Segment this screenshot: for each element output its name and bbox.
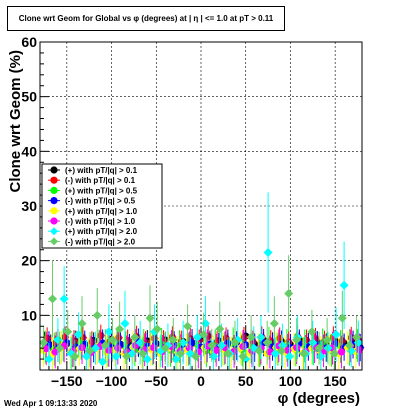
legend-label: (+) with pT/|q| > 0.1 <box>65 166 138 175</box>
data-point <box>355 346 363 354</box>
y-tick-label: 40 <box>21 143 37 159</box>
y-tick-label: 20 <box>21 253 37 269</box>
y-axis-title: Clone wrt Geom (%) <box>7 50 24 193</box>
data-point <box>322 335 332 345</box>
data-point <box>337 313 347 323</box>
data-point <box>215 324 225 334</box>
data-point <box>149 343 158 352</box>
y-tick-label: 50 <box>21 89 37 105</box>
data-point <box>352 332 362 342</box>
legend-label: (+) with pT/|q| > 1.0 <box>65 207 138 216</box>
data-point <box>277 340 287 350</box>
data-point <box>107 335 117 345</box>
data-point <box>70 351 80 361</box>
data-point <box>337 348 346 356</box>
data-point <box>284 288 294 298</box>
data-point <box>111 351 121 361</box>
data-point <box>207 340 217 350</box>
y-tick-label: 60 <box>21 34 37 50</box>
chart-title: Clone wrt Geom for Global vs φ (degrees)… <box>7 6 285 31</box>
data-point <box>168 335 178 345</box>
legend-label: (-) with pT/|q| > 0.1 <box>65 176 136 185</box>
data-point <box>55 343 65 353</box>
data-point <box>323 343 333 353</box>
x-axis-title: φ (degrees) <box>278 390 360 407</box>
data-point <box>339 280 349 290</box>
data-point <box>85 346 95 356</box>
data-point <box>63 327 73 337</box>
legend-label: (-) with pT/|q| > 1.0 <box>65 217 136 226</box>
legend-label: (+) with pT/|q| > 0.5 <box>65 186 138 195</box>
data-point <box>130 332 140 342</box>
legend: (+) with pT/|q| > 0.1(-) with pT/|q| > 0… <box>41 163 163 249</box>
data-point <box>285 351 295 361</box>
data-point <box>191 351 201 361</box>
data-point <box>223 349 233 359</box>
x-tick-label: −100 <box>96 373 128 389</box>
data-point <box>142 354 152 364</box>
x-tick-label: 150 <box>323 373 347 389</box>
data-point <box>152 324 162 334</box>
data-point <box>299 349 309 359</box>
data-point <box>42 345 50 353</box>
x-tick-label: 50 <box>238 373 254 389</box>
data-point <box>329 349 339 359</box>
x-tick-label: 0 <box>197 373 205 389</box>
data-point <box>269 319 279 329</box>
data-point <box>308 338 318 348</box>
data-point <box>120 319 130 329</box>
data-point <box>344 340 354 350</box>
y-tick-label: 30 <box>21 198 37 214</box>
data-point <box>314 343 324 353</box>
y-tick-label: 10 <box>21 307 37 323</box>
data-point <box>104 327 114 337</box>
legend-label: (+) with pT/|q| > 2.0 <box>65 227 138 236</box>
data-point <box>39 338 49 348</box>
data-point <box>73 329 83 339</box>
data-point <box>59 294 69 304</box>
data-point <box>331 329 341 339</box>
data-point <box>263 247 273 257</box>
data-point <box>100 340 110 350</box>
data-point <box>292 335 302 345</box>
data-point <box>230 338 240 348</box>
data-point <box>115 324 125 334</box>
data-point <box>160 343 170 353</box>
data-point <box>262 338 272 348</box>
data-point <box>97 331 105 340</box>
data-point <box>246 332 256 342</box>
data-point <box>44 354 54 364</box>
data-points <box>39 192 365 370</box>
legend-box <box>41 163 163 249</box>
x-tick-label: −50 <box>144 373 168 389</box>
data-point <box>138 349 148 359</box>
data-point <box>175 349 185 359</box>
data-point <box>88 338 96 346</box>
data-point <box>307 327 317 337</box>
data-point <box>77 319 87 329</box>
series-8 <box>39 255 362 370</box>
timestamp-footer: Wed Apr 1 09:13:33 2020 <box>4 399 98 408</box>
data-point <box>277 346 286 356</box>
data-point <box>254 346 264 356</box>
data-point <box>82 351 92 361</box>
data-point <box>122 351 132 361</box>
data-point <box>92 310 102 320</box>
x-tick-label: 100 <box>279 373 303 389</box>
legend-label: (-) with pT/|q| > 2.0 <box>65 237 136 246</box>
data-point <box>183 321 193 331</box>
data-point <box>114 344 122 352</box>
legend-label: (-) with pT/|q| > 0.5 <box>65 197 136 206</box>
data-point <box>199 329 209 339</box>
data-point <box>51 348 59 356</box>
data-point <box>238 351 248 361</box>
data-point <box>145 313 155 323</box>
data-point <box>212 346 220 354</box>
x-tick-label: −150 <box>51 373 83 389</box>
data-point <box>48 294 58 304</box>
